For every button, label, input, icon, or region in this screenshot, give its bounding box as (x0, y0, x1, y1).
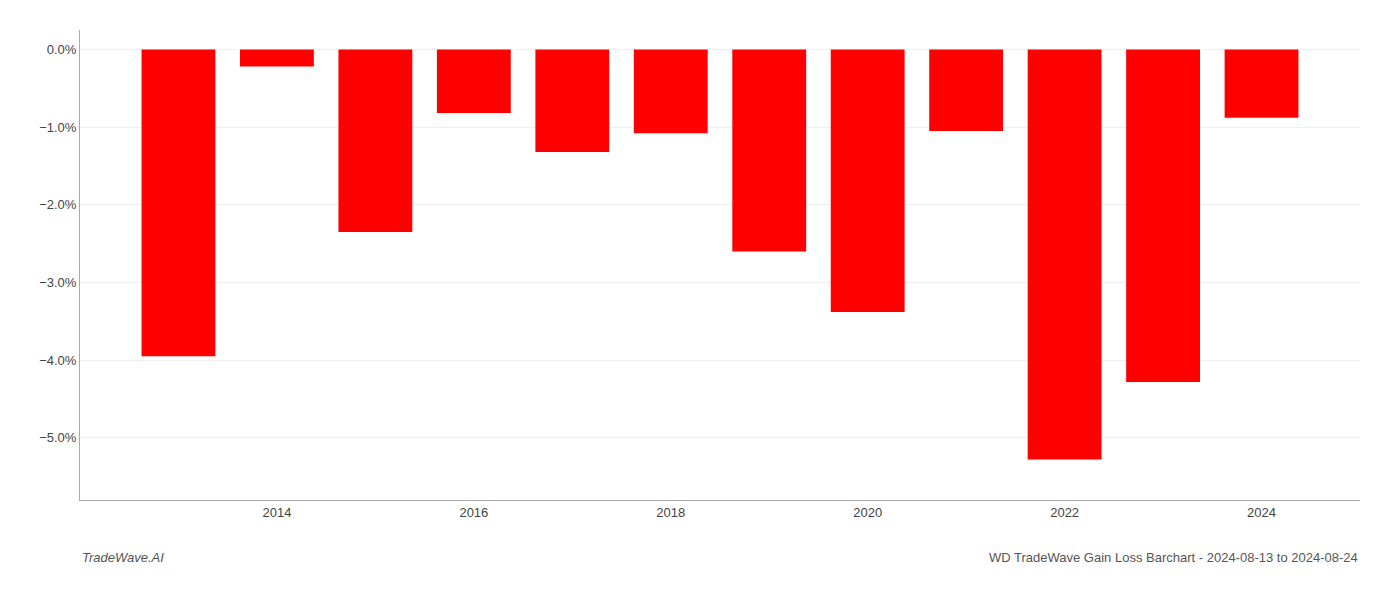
svg-text:2014: 2014 (262, 505, 291, 520)
svg-text:2018: 2018 (656, 505, 685, 520)
svg-text:TradeWave.AI: TradeWave.AI (82, 550, 164, 565)
svg-text:2020: 2020 (853, 505, 882, 520)
svg-text:−2.0%: −2.0% (39, 197, 77, 212)
svg-text:WD TradeWave Gain Loss Barchar: WD TradeWave Gain Loss Barchart - 2024-0… (989, 550, 1358, 565)
svg-text:2016: 2016 (459, 505, 488, 520)
svg-text:0.0%: 0.0% (47, 42, 77, 57)
svg-text:−4.0%: −4.0% (39, 353, 77, 368)
svg-text:−3.0%: −3.0% (39, 275, 77, 290)
svg-text:−5.0%: −5.0% (39, 430, 77, 445)
svg-text:−1.0%: −1.0% (39, 120, 77, 135)
svg-text:2024: 2024 (1247, 505, 1276, 520)
svg-text:2022: 2022 (1050, 505, 1079, 520)
